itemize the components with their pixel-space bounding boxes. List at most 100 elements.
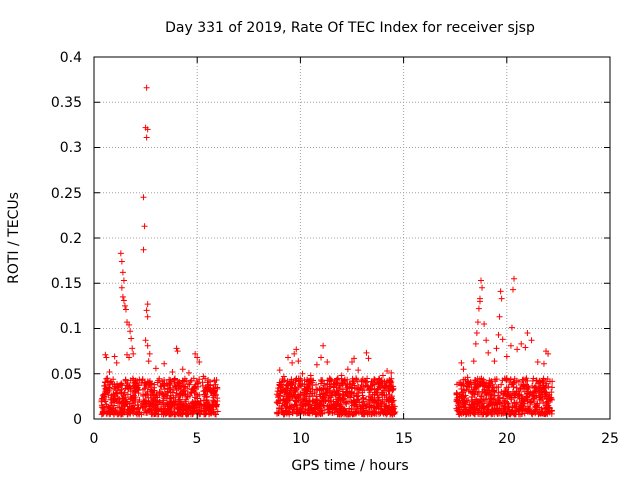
data-point: [504, 393, 511, 400]
grid-lines: [94, 57, 610, 419]
data-point: [458, 359, 465, 366]
data-point: [161, 360, 168, 367]
data-point: [106, 404, 113, 411]
data-point: [495, 331, 502, 338]
data-point: [119, 269, 126, 276]
data-point: [171, 377, 178, 384]
data-point: [273, 391, 280, 398]
data-point: [107, 396, 114, 403]
data-point: [307, 397, 314, 404]
data-point: [340, 395, 347, 402]
data-point: [503, 393, 510, 400]
y-tick-label: 0.25: [51, 186, 82, 202]
data-point: [368, 385, 375, 392]
data-point: [529, 377, 536, 384]
x-tick-label: 10: [292, 431, 310, 447]
data-point: [274, 388, 281, 395]
data-point: [126, 321, 133, 328]
data-point: [495, 395, 502, 402]
chart-title: Day 331 of 2019, Rate Of TEC Index for r…: [165, 20, 535, 36]
data-point: [524, 377, 531, 384]
data-point: [355, 384, 362, 391]
y-tick-label: 0.35: [51, 95, 82, 111]
data-point: [144, 126, 151, 133]
data-point: [490, 384, 497, 391]
data-point: [143, 84, 150, 91]
x-axis-label: GPS time / hours: [291, 458, 408, 474]
data-point: [523, 375, 530, 382]
data-point: [362, 378, 369, 385]
data-point: [326, 378, 333, 385]
data-point: [185, 369, 192, 376]
data-point: [363, 396, 370, 403]
data-point: [369, 396, 376, 403]
data-point: [507, 395, 514, 402]
data-point: [475, 389, 482, 396]
data-point: [488, 396, 495, 403]
data-point: [338, 372, 345, 379]
data-point: [375, 385, 382, 392]
data-point: [285, 394, 292, 401]
data-point: [368, 402, 375, 409]
data-point: [191, 402, 198, 409]
data-point: [344, 366, 351, 373]
data-point: [179, 377, 186, 384]
data-point: [166, 411, 173, 418]
data-point: [120, 277, 127, 284]
x-tick-label: 20: [498, 431, 516, 447]
data-point: [274, 410, 281, 417]
data-point: [280, 378, 287, 385]
data-point: [524, 388, 531, 395]
data-point: [371, 391, 378, 398]
data-point: [106, 384, 113, 391]
data-point: [292, 377, 299, 384]
data-point: [303, 388, 310, 395]
data-point: [479, 284, 486, 291]
data-points: [98, 84, 556, 418]
data-point: [186, 381, 193, 388]
data-point: [511, 411, 518, 418]
data-point: [161, 410, 168, 417]
data-point: [485, 382, 492, 389]
data-point: [131, 389, 138, 396]
data-point: [311, 409, 318, 416]
data-point: [140, 393, 147, 400]
data-point: [110, 376, 117, 383]
data-point: [517, 411, 524, 418]
data-point: [478, 407, 485, 414]
data-point: [212, 381, 219, 388]
data-point: [535, 379, 542, 386]
data-point: [534, 358, 541, 365]
data-point: [387, 378, 394, 385]
data-point: [540, 360, 547, 367]
data-point: [196, 358, 203, 365]
data-point: [462, 404, 469, 411]
data-point: [474, 383, 481, 390]
data-point: [126, 400, 133, 407]
data-point: [344, 392, 351, 399]
x-tick-label: 0: [90, 431, 99, 447]
data-point: [179, 389, 186, 396]
y-tick-label: 0.2: [60, 231, 82, 247]
data-point: [389, 407, 396, 414]
data-point: [209, 403, 216, 410]
data-point: [176, 380, 183, 387]
data-point: [141, 398, 148, 405]
data-point: [127, 328, 134, 335]
data-point: [351, 355, 358, 362]
data-point: [523, 382, 530, 389]
data-point: [349, 375, 356, 382]
data-point: [184, 393, 191, 400]
data-point: [384, 368, 391, 375]
data-point: [316, 402, 323, 409]
data-point: [118, 258, 125, 265]
data-point: [466, 380, 473, 387]
data-point: [382, 407, 389, 414]
data-point: [145, 394, 152, 401]
data-point: [140, 386, 147, 393]
y-tick-label: 0: [73, 412, 82, 428]
data-point: [194, 379, 201, 386]
data-point: [337, 401, 344, 408]
data-point: [295, 391, 302, 398]
data-point: [143, 381, 150, 388]
